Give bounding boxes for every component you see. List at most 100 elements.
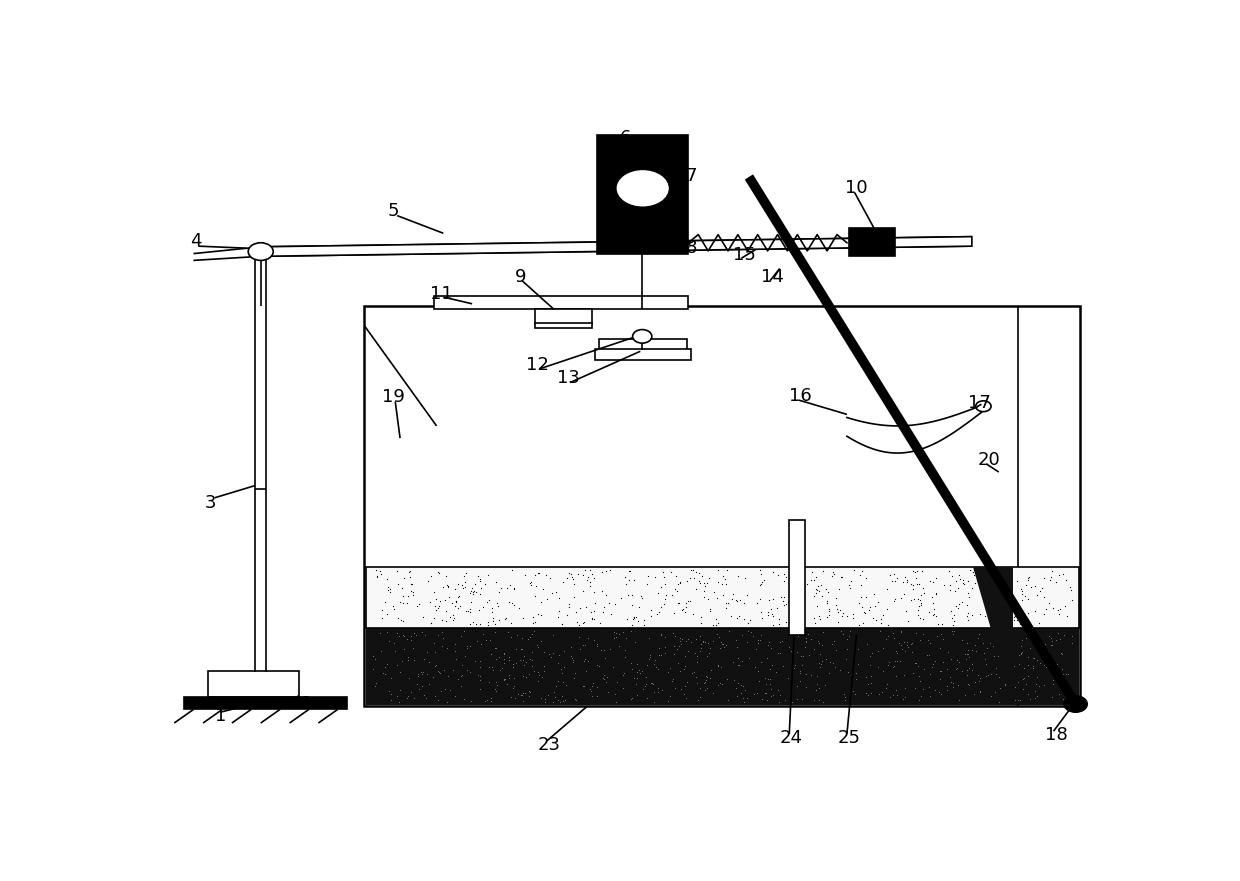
Point [521, 630, 541, 644]
Point [769, 618, 789, 632]
Point [698, 592, 718, 606]
Point [484, 611, 503, 625]
Point [696, 669, 715, 683]
Point [699, 646, 719, 660]
Point [856, 670, 875, 685]
Point [673, 662, 693, 676]
Point [750, 579, 770, 593]
Point [444, 611, 464, 626]
Point [665, 681, 684, 695]
Point [898, 640, 918, 655]
Point [439, 670, 459, 684]
Point [1004, 610, 1024, 624]
Point [781, 644, 801, 658]
Point [417, 646, 436, 660]
Point [1004, 613, 1024, 627]
Point [683, 563, 703, 577]
Point [591, 566, 611, 580]
Point [642, 676, 662, 690]
Point [513, 669, 533, 683]
Point [996, 677, 1016, 692]
Point [668, 577, 688, 591]
Point [428, 565, 448, 579]
Point [534, 659, 554, 673]
Point [831, 625, 851, 639]
Point [388, 564, 408, 578]
Point [957, 663, 977, 677]
Point [549, 604, 569, 618]
Point [699, 671, 719, 685]
Point [792, 607, 812, 621]
Point [928, 629, 947, 643]
Point [513, 653, 533, 667]
Point [879, 655, 899, 669]
Point [370, 626, 389, 640]
Point [665, 582, 684, 596]
Point [506, 642, 526, 656]
Point [812, 625, 832, 639]
Point [832, 570, 852, 584]
Point [1058, 685, 1078, 700]
Point [678, 644, 698, 658]
Point [878, 658, 898, 672]
Point [848, 641, 868, 655]
Point [551, 662, 570, 676]
Point [822, 637, 842, 651]
Point [463, 587, 482, 601]
Point [880, 691, 900, 705]
Point [604, 660, 624, 674]
Point [593, 584, 613, 598]
Point [544, 690, 564, 704]
Point [456, 639, 476, 653]
Point [1030, 655, 1050, 670]
Point [455, 580, 475, 594]
Point [832, 609, 852, 623]
Point [797, 577, 817, 591]
Point [750, 576, 770, 590]
Point [503, 660, 523, 674]
Point [1049, 687, 1069, 701]
Point [665, 640, 684, 654]
Point [412, 625, 432, 639]
Point [584, 585, 604, 599]
Point [730, 686, 750, 700]
Point [908, 592, 928, 606]
Point [609, 640, 629, 654]
Point [810, 647, 830, 661]
Point [687, 676, 707, 690]
Point [954, 577, 973, 591]
Point [923, 575, 942, 589]
Point [1035, 637, 1055, 651]
Point [689, 629, 709, 643]
Point [775, 693, 795, 707]
Point [711, 635, 730, 649]
Point [748, 636, 768, 650]
Point [1034, 677, 1054, 692]
Point [1012, 587, 1032, 601]
Point [708, 616, 728, 630]
Point [1024, 684, 1044, 698]
Point [497, 581, 517, 596]
Point [940, 582, 960, 596]
Point [903, 564, 923, 578]
Point [419, 677, 439, 691]
Point [878, 629, 898, 643]
Point [461, 694, 481, 708]
Point [810, 656, 830, 670]
Point [1063, 593, 1083, 607]
Point [889, 635, 909, 649]
Point [997, 665, 1017, 679]
Point [949, 581, 968, 595]
Point [893, 692, 913, 707]
Point [495, 672, 515, 686]
Point [946, 599, 966, 613]
Point [909, 670, 929, 684]
Point [438, 694, 458, 708]
Point [496, 611, 516, 625]
Point [622, 612, 642, 626]
Point [676, 691, 696, 705]
Point [722, 609, 742, 623]
Point [858, 688, 878, 702]
Point [750, 592, 770, 606]
Point [1007, 612, 1027, 626]
